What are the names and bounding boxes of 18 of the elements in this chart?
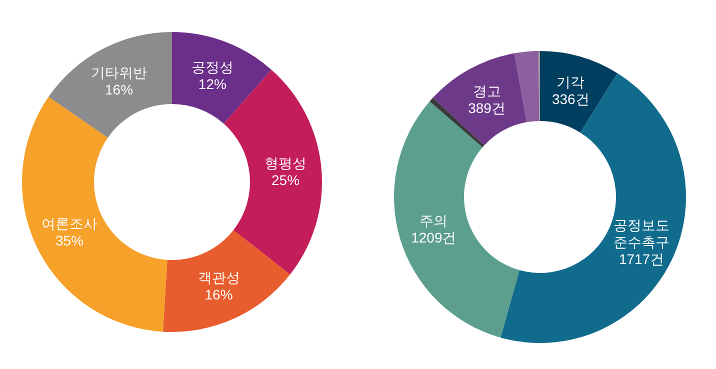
slice-label: 공정성 bbox=[191, 58, 234, 75]
slice-label: 기타위반 bbox=[91, 64, 148, 81]
slice-label: 여론조사 bbox=[42, 215, 98, 232]
data-label: 1209건 bbox=[411, 229, 456, 246]
data-label: 16% bbox=[105, 82, 134, 98]
data-label: 25% bbox=[272, 172, 300, 188]
data-label: 35% bbox=[55, 232, 84, 248]
data-label: 1717건 bbox=[618, 250, 664, 267]
data-label: 389건 bbox=[468, 100, 506, 116]
slice-label: 공정보도 준수촉구 bbox=[614, 216, 670, 250]
data-label: 16% bbox=[204, 286, 233, 302]
slice-label: 주의 bbox=[420, 212, 448, 228]
slice-label: 형평성 bbox=[264, 155, 307, 172]
slice-label: 객관성 bbox=[198, 269, 240, 286]
slice-label: 경고 bbox=[472, 83, 501, 100]
data-label: 336건 bbox=[552, 90, 590, 107]
slice-label: 기각 bbox=[556, 74, 585, 90]
data-label: 12% bbox=[198, 76, 226, 92]
